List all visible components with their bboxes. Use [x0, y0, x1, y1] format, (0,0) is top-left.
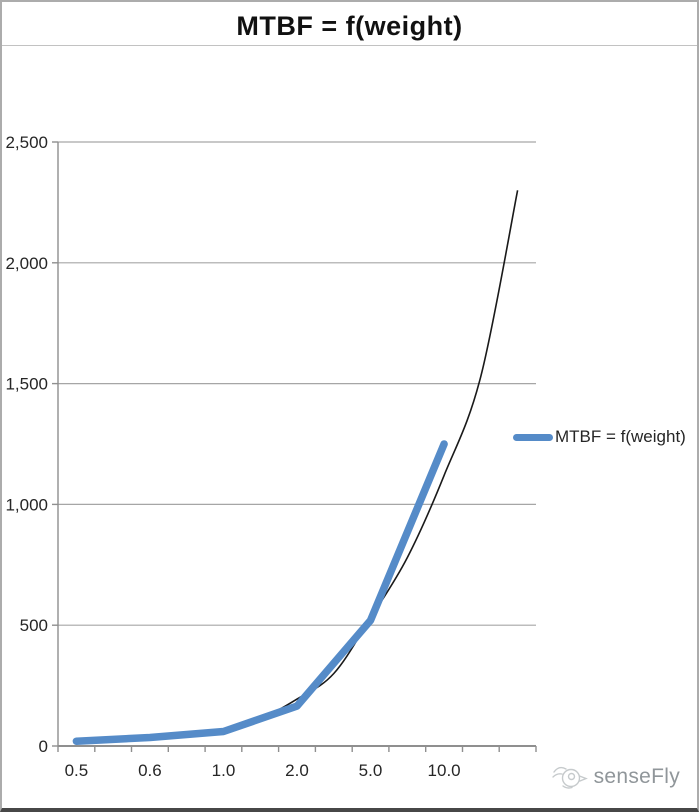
- x-axis-label: 0.6: [138, 761, 162, 780]
- y-axis-label: 0: [39, 737, 48, 756]
- chart-title: MTBF = f(weight): [236, 11, 463, 41]
- x-axis-label: 5.0: [359, 761, 383, 780]
- sensefly-logo: senseFly: [551, 762, 680, 792]
- sensefly-logo-text: senseFly: [593, 765, 680, 788]
- title-separator: [2, 45, 697, 46]
- legend-line-swatch: [513, 433, 553, 441]
- trendline-curve: [76, 190, 519, 744]
- legend: MTBF = f(weight): [513, 427, 686, 447]
- sensefly-bird-icon: [551, 766, 588, 789]
- x-axis-label: 10.0: [428, 761, 461, 780]
- x-axis-label: 2.0: [285, 761, 309, 780]
- series-line-mtbf: [72, 440, 448, 745]
- y-axis-label: 2,000: [5, 254, 48, 273]
- x-axis-label: 0.5: [65, 761, 89, 780]
- x-axis-label: 1.0: [212, 761, 236, 780]
- y-axis-label: 1,500: [5, 375, 48, 394]
- y-axis-label: 2,500: [5, 133, 48, 152]
- y-axis-label: 500: [20, 616, 48, 635]
- y-axis-label: 1,000: [5, 495, 48, 514]
- legend-label: MTBF = f(weight): [555, 427, 686, 446]
